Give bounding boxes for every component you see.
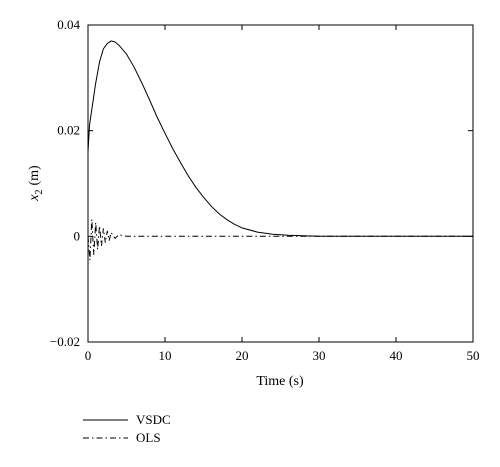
y-ticks: −0.02 0 0.02 0.04 <box>50 17 473 349</box>
series-line-ols <box>87 219 473 261</box>
x-tick-label: 50 <box>467 348 480 363</box>
y-tick-label: 0.02 <box>57 123 80 138</box>
series-layer <box>87 40 473 261</box>
x-tick-label: 40 <box>390 348 403 363</box>
legend-label-vsdc: VSDC <box>136 412 171 427</box>
y-axis-title-symbol: x <box>27 194 42 202</box>
x-tick-label: 0 <box>85 348 92 363</box>
x-tick-label: 30 <box>313 348 326 363</box>
y-axis-title-unit: (m) <box>27 165 42 186</box>
legend: VSDC OLS <box>83 412 171 445</box>
x-tick-label: 20 <box>236 348 249 363</box>
y-tick-label: 0 <box>74 228 81 243</box>
svg-text:x2(m): x2 (m) <box>27 165 45 202</box>
series-line-vsdc <box>87 40 473 237</box>
y-tick-label: −0.02 <box>50 334 80 349</box>
y-axis-title-subscript: 2 <box>34 190 45 195</box>
x-axis-title: Time (s) <box>256 374 304 389</box>
x-tick-label: 10 <box>159 348 172 363</box>
plot-area-frame <box>87 24 474 343</box>
x-ticks: 0 10 20 30 40 50 <box>85 25 480 363</box>
legend-label-ols: OLS <box>136 430 161 445</box>
y-axis-title: x2 (m) <box>27 165 45 202</box>
y-tick-label: 0.04 <box>57 17 80 32</box>
